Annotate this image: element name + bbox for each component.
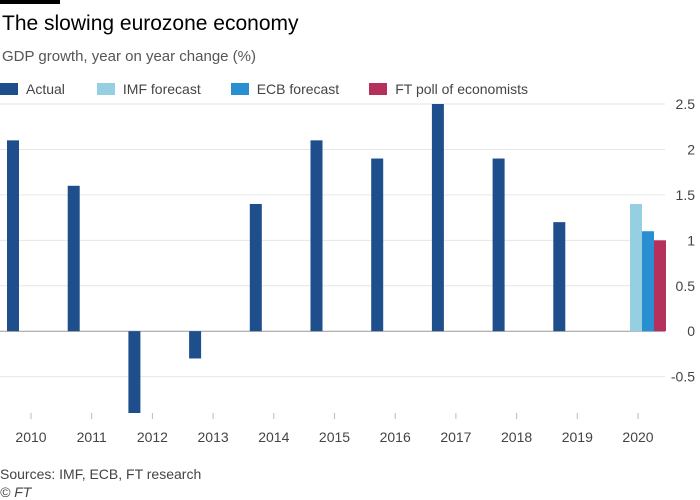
x-tick-label: 2015 <box>319 429 350 445</box>
x-tick-label: 2016 <box>380 429 411 445</box>
bar-actual-2012 <box>128 331 141 413</box>
bar-actual-2013 <box>189 331 202 359</box>
legend-item-ecb-forecast: ECB forecast <box>230 81 340 97</box>
sources-note: Sources: IMF, ECB, FT research <box>0 466 202 482</box>
legend-item-imf-forecast: IMF forecast <box>96 81 201 97</box>
copyright-credit: © FT <box>0 484 32 500</box>
x-tick-label: 2010 <box>15 429 46 445</box>
legend-swatch-imf-forecast <box>96 83 115 95</box>
bar-actual-2010 <box>7 140 19 332</box>
bar-actual-2014 <box>249 203 262 332</box>
brand-bar <box>0 0 60 4</box>
legend-label-actual: Actual <box>26 81 65 97</box>
x-tick-label: 2014 <box>258 429 289 445</box>
bar-actual-2017 <box>431 104 444 332</box>
y-tick-label: 1.5 <box>676 187 696 203</box>
legend-swatch-ecb-forecast <box>230 83 249 95</box>
bar-actual-2019 <box>553 222 566 332</box>
bar-ft-poll-of-economists-2020 <box>654 240 666 332</box>
legend-item-ft-poll: FT poll of economists <box>369 81 528 97</box>
x-tick-label: 2012 <box>137 429 168 445</box>
x-tick-label: 2019 <box>562 429 593 445</box>
chart-title: The slowing eurozone economy <box>2 12 299 35</box>
bar-actual-2016 <box>371 158 384 332</box>
y-tick-label: 0 <box>687 323 695 339</box>
legend-swatch-actual <box>0 83 18 95</box>
bar-actual-2015 <box>310 140 323 332</box>
legend-label-ecb-forecast: ECB forecast <box>256 81 340 97</box>
x-tick-label: 2020 <box>622 429 653 445</box>
legend-item-actual: Actual <box>0 81 65 97</box>
legend-label-ft-poll: FT poll of economists <box>395 81 528 97</box>
x-tick-label: 2013 <box>198 429 229 445</box>
y-tick-label: 1 <box>687 232 695 248</box>
y-tick-label: 0.5 <box>676 278 696 294</box>
bar-actual-2018 <box>492 158 505 332</box>
x-tick-label: 2011 <box>77 429 107 445</box>
bar-ecb-forecast-2020 <box>642 231 654 332</box>
chart-legend: Actual IMF forecast ECB forecast FT poll… <box>0 80 558 98</box>
legend-swatch-ft-poll <box>369 83 388 95</box>
bar-imf-forecast-2020 <box>630 203 642 332</box>
x-tick-label: 2017 <box>440 429 471 445</box>
x-tick-label: 2018 <box>501 429 532 445</box>
y-tick-label: 2 <box>687 141 695 157</box>
y-tick-label: -0.5 <box>671 369 695 385</box>
chart-subtitle: GDP growth, year on year change (%) <box>2 48 257 65</box>
legend-label-imf-forecast: IMF forecast <box>122 81 201 97</box>
bar-actual-2011 <box>67 185 80 332</box>
y-tick-label: 2.5 <box>676 96 696 112</box>
